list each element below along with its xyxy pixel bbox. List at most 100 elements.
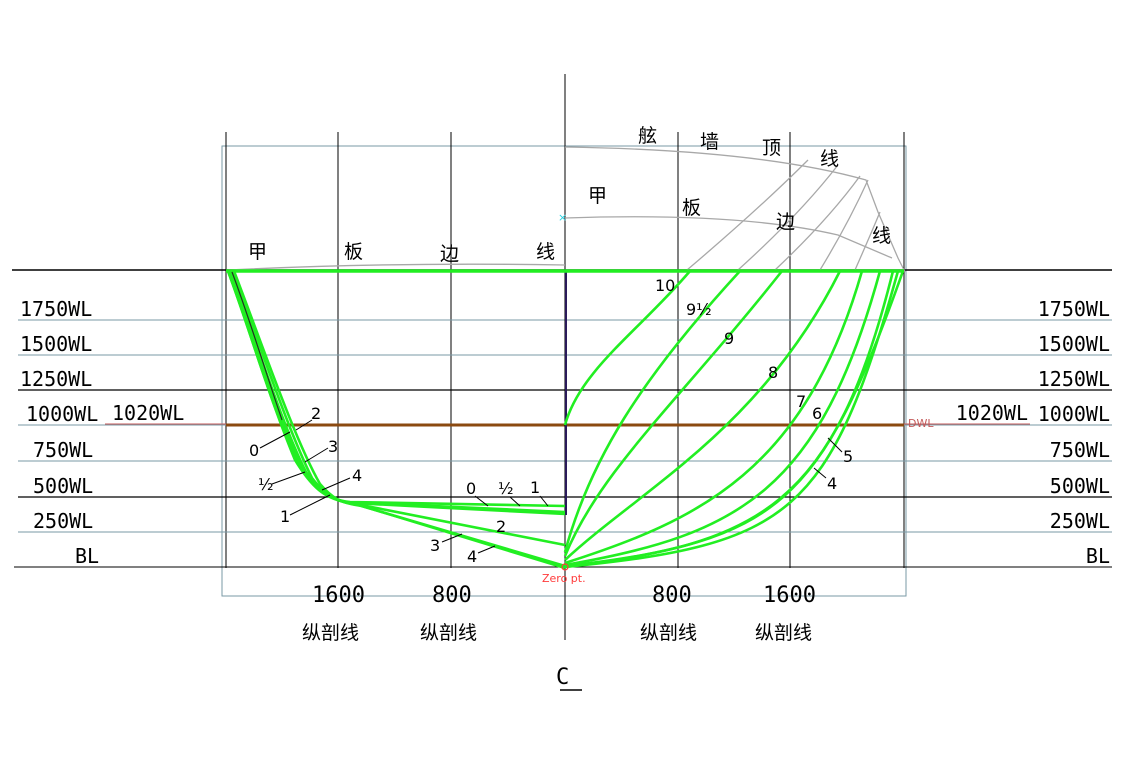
buttock-grid — [225, 132, 905, 568]
buttock-value-left-800: 800 — [432, 583, 472, 608]
fore-station-label-9h: 9½ — [686, 300, 712, 319]
upper-section-9 — [774, 175, 861, 271]
leader-2 — [295, 419, 313, 431]
leader-half — [271, 471, 306, 485]
flat-station-label-4: 4 — [467, 547, 477, 566]
buttock-caption-4: 纵剖线 — [755, 622, 812, 644]
fore-station-label-10: 10 — [655, 276, 675, 295]
deck-edge-right-char-2: 板 — [682, 197, 701, 219]
deck-marker: × — [558, 211, 567, 224]
leader-0 — [259, 431, 291, 449]
bulwark-char-1: 舷 — [638, 125, 657, 147]
wl-label-right-1250: 1250WL — [1038, 367, 1110, 391]
aft-body-sections — [226, 270, 566, 570]
buttock-value-left-1600: 1600 — [312, 583, 365, 608]
fore-station-label-5: 5 — [843, 447, 853, 466]
wl-label-right-1500: 1500WL — [1038, 332, 1110, 356]
leader-4 — [321, 477, 351, 491]
fore-station-labels: 10 9½ 9 8 7 6 5 4 — [655, 276, 853, 493]
aft-inner-line — [231, 271, 283, 421]
wl-label-left-1750: 1750WL — [20, 297, 92, 321]
wl-label-left-1250: 1250WL — [20, 367, 92, 391]
aft-station-labels: 0 ½ 1 2 3 4 — [249, 404, 362, 526]
deck-edge-line-right — [564, 216, 893, 259]
wl-label-right-250: 250WL — [1050, 509, 1110, 533]
wl-label-left-1500: 1500WL — [20, 332, 92, 356]
bulwark-char-3: 顶 — [762, 137, 781, 159]
station-label-1: 1 — [280, 507, 290, 526]
section-6 — [564, 270, 882, 567]
flat-station-label-2: 2 — [496, 517, 506, 536]
buttock-value-right-1600: 1600 — [763, 583, 816, 608]
wl-label-right-1750: 1750WL — [1038, 297, 1110, 321]
zero-point-label: Zero pt. — [542, 572, 586, 585]
wl-label-right-bl: BL — [1086, 544, 1110, 568]
section-9 — [563, 270, 784, 557]
section-9h — [563, 270, 741, 553]
station-label-3: 3 — [328, 437, 338, 456]
section-8 — [564, 270, 842, 561]
wl-label-left-750: 750WL — [33, 438, 93, 462]
buttock-value-labels: 1600 800 800 1600 — [312, 583, 816, 608]
flat-station-label-0: 0 — [466, 479, 476, 498]
section-4-fore — [564, 270, 905, 569]
deck-edge-right-char-4: 线 — [872, 225, 891, 247]
wl-label-left-bl: BL — [75, 544, 99, 568]
zero-point-marker — [561, 563, 569, 571]
flat-leader-1 — [539, 495, 549, 507]
buttock-caption-2: 纵剖线 — [420, 622, 477, 644]
deck-edge-label-left: 甲 板 边 线 — [248, 241, 555, 265]
deck-edge-left-char-3: 边 — [440, 243, 459, 265]
upper-section-7 — [854, 211, 881, 271]
flat-leader-4 — [477, 545, 496, 554]
fore-leader-5 — [827, 437, 843, 453]
deck-edge-left-char-4: 线 — [536, 241, 555, 263]
buttock-value-right-800: 800 — [652, 583, 692, 608]
station-label-2: 2 — [311, 404, 321, 423]
flat-station-label-half: ½ — [498, 479, 514, 498]
wl-label-right-750: 750WL — [1050, 438, 1110, 462]
station-label-4: 4 — [352, 466, 362, 485]
flat-leader-half — [509, 496, 521, 507]
section-7 — [564, 270, 864, 565]
flat-leader-3 — [441, 533, 463, 543]
buttock-caption-1: 纵剖线 — [302, 622, 359, 644]
flat-station-label-3: 3 — [430, 536, 440, 555]
fore-station-label-9: 9 — [724, 329, 734, 348]
deck-edge-label-right: 甲 板 边 线 — [588, 185, 891, 247]
wl-label-left-1000: 1000WL — [26, 402, 98, 426]
deck-edge-right-char-3: 边 — [776, 211, 795, 233]
deck-edge-left-char-1: 甲 — [248, 241, 267, 263]
upper-section-10 — [686, 159, 809, 271]
fore-station-label-4: 4 — [827, 474, 837, 493]
bulwark-char-2: 墙 — [700, 131, 719, 153]
bulwark-top-label: 舷 墙 顶 线 — [638, 125, 839, 170]
flat-leader-0 — [474, 495, 489, 507]
fore-body-sections — [563, 270, 905, 569]
wl-label-left-500: 500WL — [33, 474, 93, 498]
section-5 — [564, 270, 895, 568]
deck-edge-left-char-2: 板 — [344, 241, 363, 263]
dwl-label-right: 1020WL — [956, 401, 1028, 425]
section-10 — [563, 270, 691, 426]
leader-3 — [304, 447, 329, 463]
buttock-captions: 纵剖线 纵剖线 纵剖线 纵剖线 — [302, 622, 812, 644]
bulwark-char-4: 线 — [820, 148, 839, 170]
upper-section-8 — [819, 179, 869, 271]
fore-station-label-7: 7 — [796, 392, 806, 411]
deck-edge-line-left — [227, 263, 566, 271]
wl-label-right-500: 500WL — [1050, 474, 1110, 498]
section-3-fore — [564, 270, 900, 569]
upper-profile-lines — [227, 146, 906, 273]
leader-1 — [289, 494, 331, 516]
fore-leader-4 — [813, 467, 827, 479]
waterline-labels-left: 1750WL 1500WL 1250WL 1000WL 750WL 500WL … — [20, 297, 184, 568]
wl-label-right-1000: 1000WL — [1038, 402, 1110, 426]
waterline-labels-right: 1750WL 1500WL 1250WL 1000WL 750WL 500WL … — [908, 297, 1110, 568]
station-label-0: 0 — [249, 441, 259, 460]
flat-station-label-1: 1 — [530, 478, 540, 497]
dwl-tag: DWL — [908, 417, 934, 430]
buttock-caption-3: 纵剖线 — [640, 622, 697, 644]
wl-label-left-250: 250WL — [33, 509, 93, 533]
